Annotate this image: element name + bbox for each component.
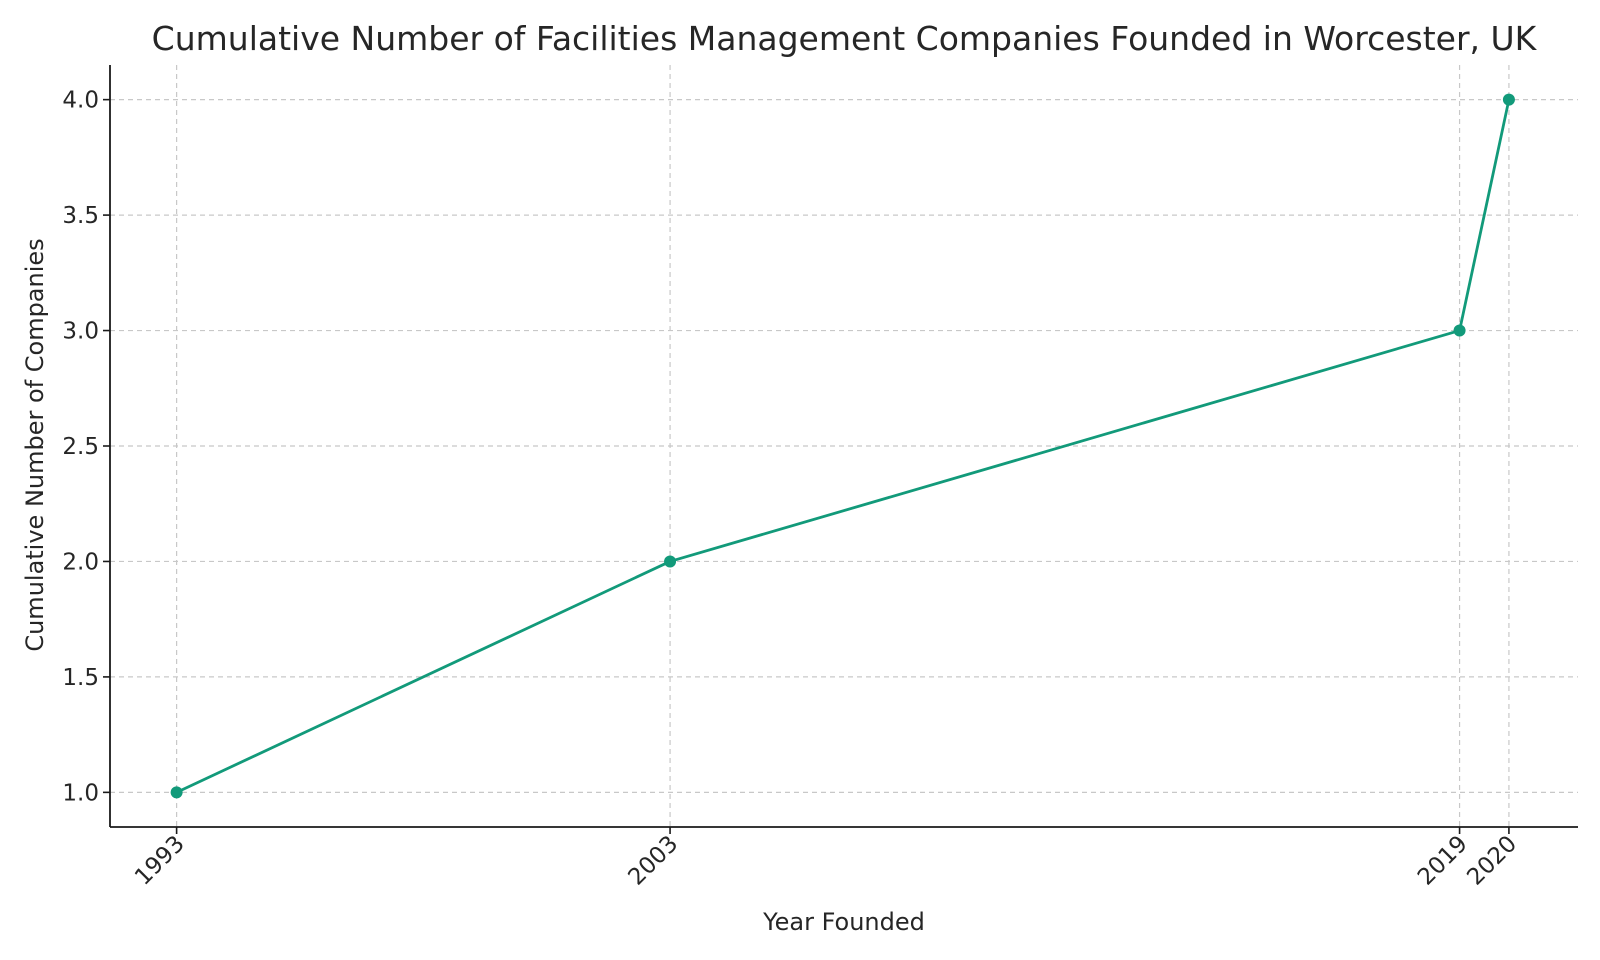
x-axis-label: Year Founded [762,908,925,936]
series-layer [170,93,1515,799]
y-tick-label: 3.5 [62,203,99,229]
x-tick-label: 2019 [1413,831,1473,891]
data-point [664,555,677,568]
y-tick-label: 1.5 [62,665,99,691]
data-point [170,786,183,799]
x-tick-label: 1993 [130,831,190,891]
grid-layer [110,65,1578,827]
chart-title: Cumulative Number of Facilities Manageme… [152,19,1538,58]
series-line [176,99,1511,794]
data-point [1453,324,1466,337]
x-tick-label: 2003 [624,831,684,891]
y-tick-label: 1.0 [62,780,99,806]
y-tick-label: 3.0 [62,319,99,345]
data-point [1502,93,1515,106]
x-tick-label: 2020 [1462,831,1522,891]
y-tick-label: 4.0 [62,88,99,114]
y-tick-label: 2.5 [62,434,99,460]
y-tick-label: 2.0 [62,549,99,575]
y-axis-label: Cumulative Number of Companies [21,238,49,651]
